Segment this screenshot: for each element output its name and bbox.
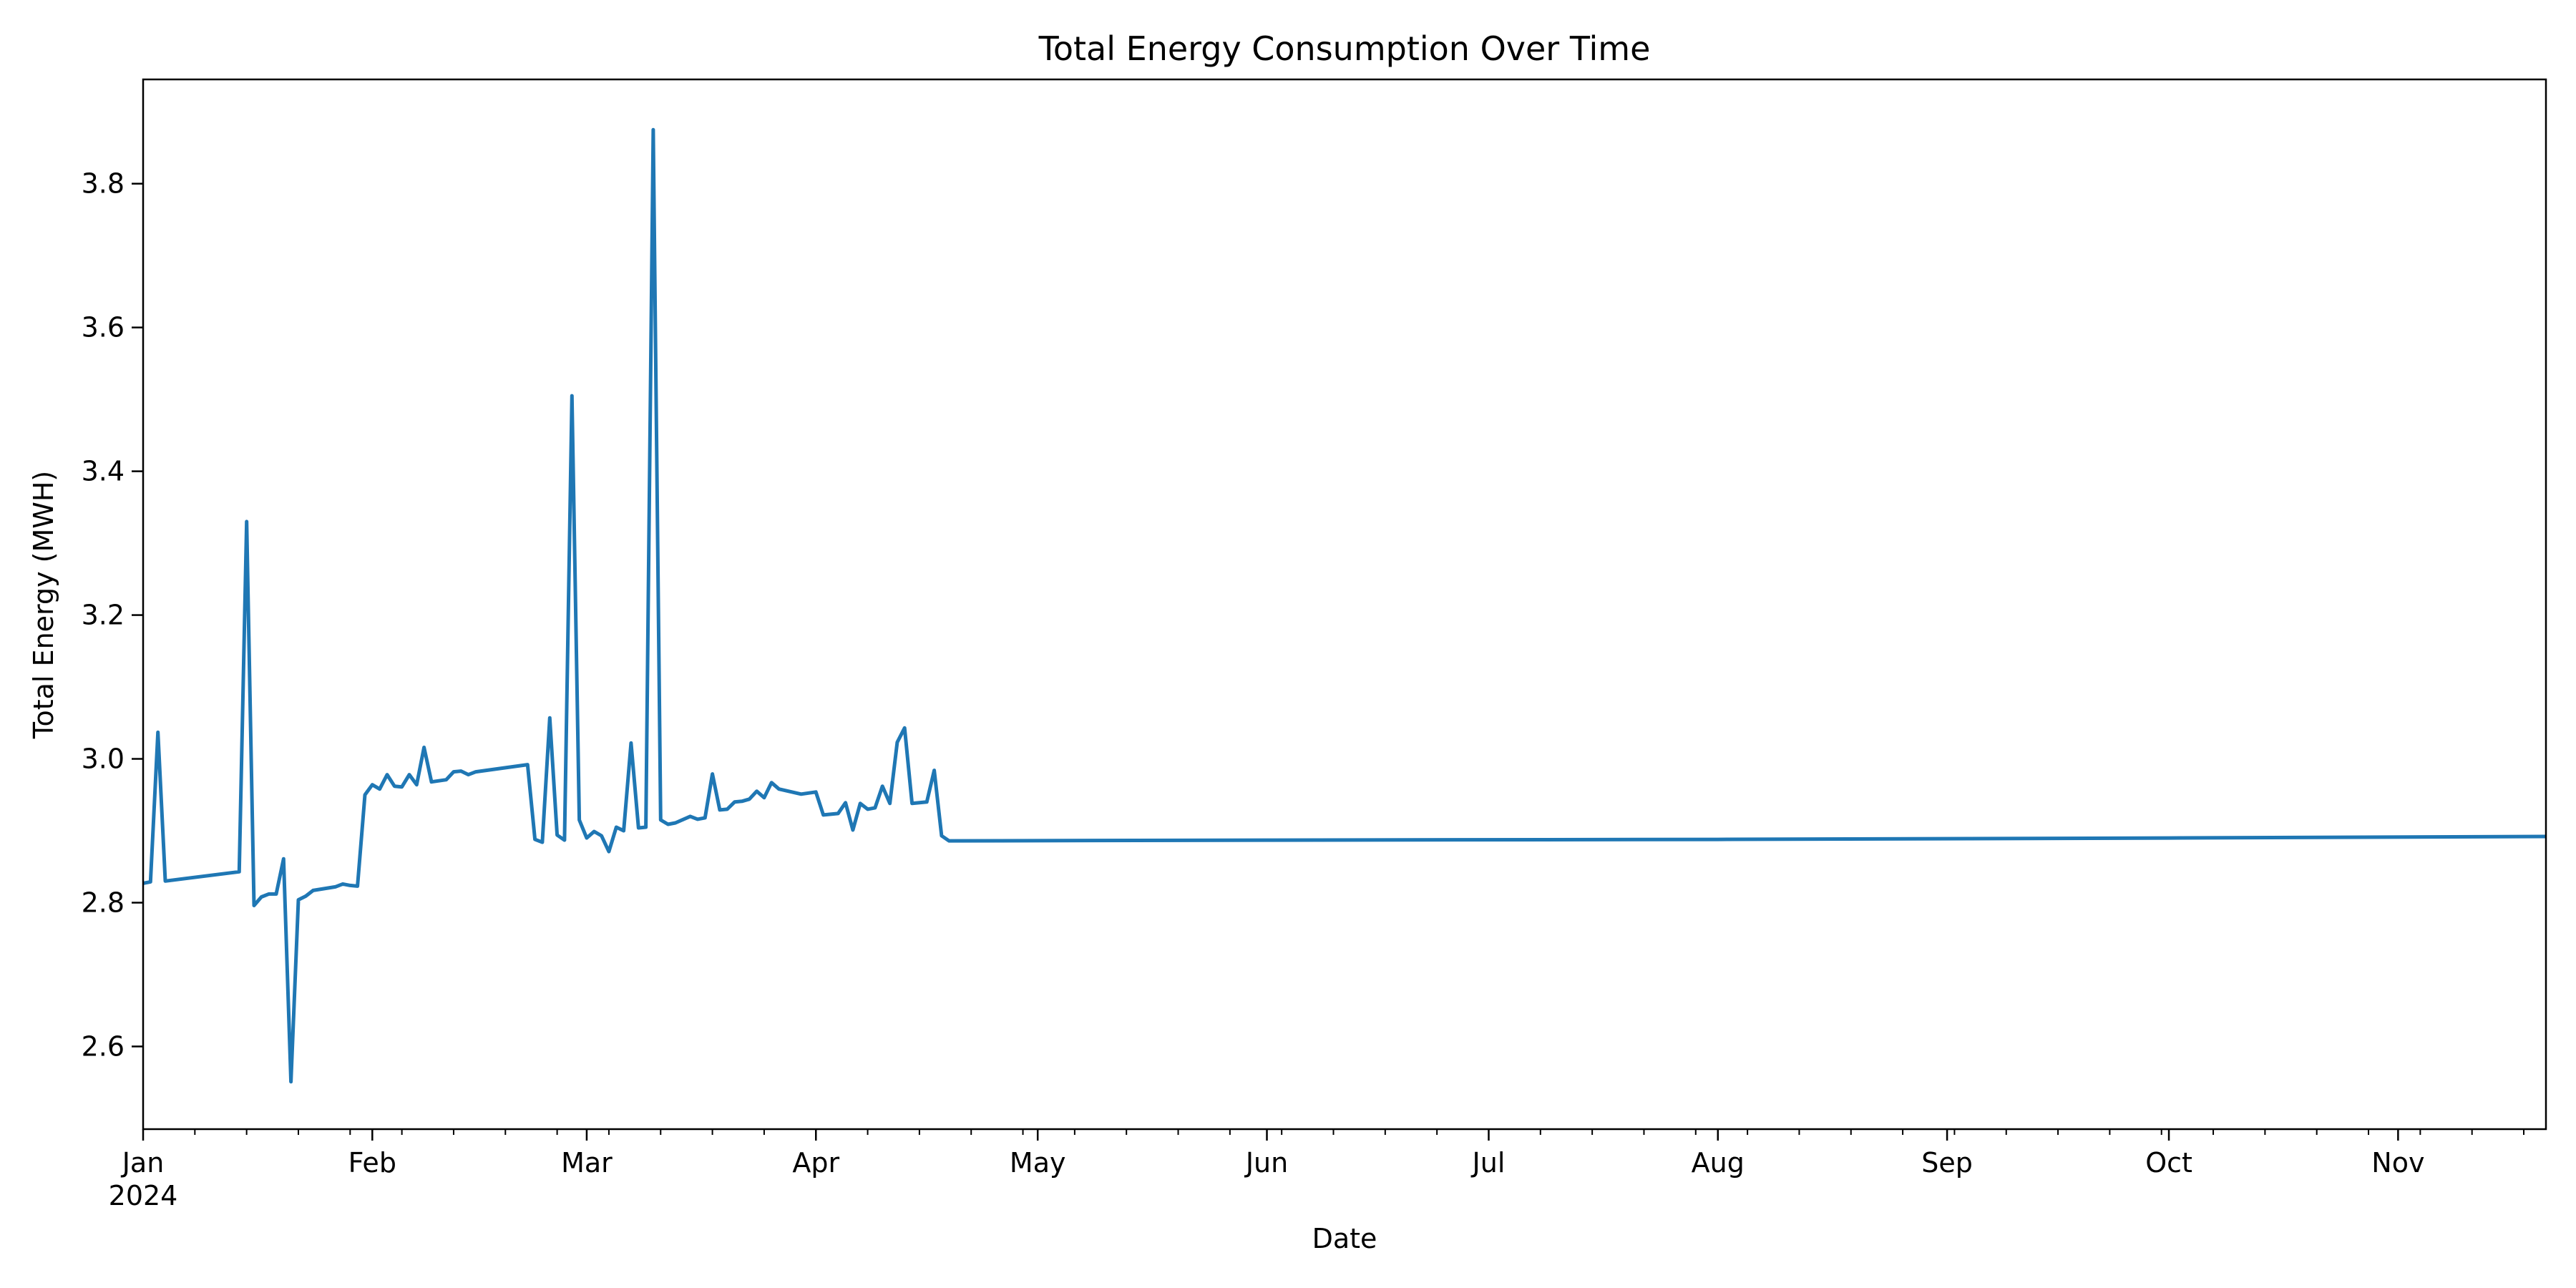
x-axis-label: Date [1312, 1223, 1377, 1254]
x-tick-label: Jun [1244, 1147, 1288, 1179]
y-tick-label: 3.2 [82, 600, 125, 631]
y-tick-label: 2.8 [82, 887, 125, 918]
y-axis: 2.6 2.8 3.0 3.2 3.4 3.6 3.8 [82, 168, 143, 1062]
x-tick-label: Sep [1921, 1147, 1973, 1179]
x-tick-label: Nov [2371, 1147, 2424, 1179]
y-tick-label: 2.6 [82, 1030, 125, 1062]
x-tick-sublabel: 2024 [109, 1180, 178, 1211]
x-tick-label: Aug [1692, 1147, 1745, 1179]
x-tick-label: Jul [1471, 1147, 1506, 1179]
x-tick-label: Apr [792, 1147, 839, 1179]
y-axis-label: Total Energy (MWH) [28, 471, 59, 740]
series-line-0 [142, 127, 2547, 1084]
y-tick-label: 3.0 [82, 743, 125, 775]
plot-frame [142, 78, 2547, 1131]
y-tick-label: 3.4 [82, 456, 125, 487]
plot-area [142, 127, 2547, 1084]
y-tick-label: 3.6 [82, 312, 125, 343]
y-tick-label: 3.8 [82, 168, 125, 200]
chart-title: Total Energy Consumption Over Time [1038, 29, 1651, 68]
x-tick-label: Feb [348, 1147, 396, 1179]
x-tick-label: Jan [121, 1147, 165, 1179]
x-tick-label: Oct [2145, 1147, 2192, 1179]
x-tick-label: Mar [561, 1147, 613, 1179]
x-tick-label: May [1010, 1147, 1066, 1179]
